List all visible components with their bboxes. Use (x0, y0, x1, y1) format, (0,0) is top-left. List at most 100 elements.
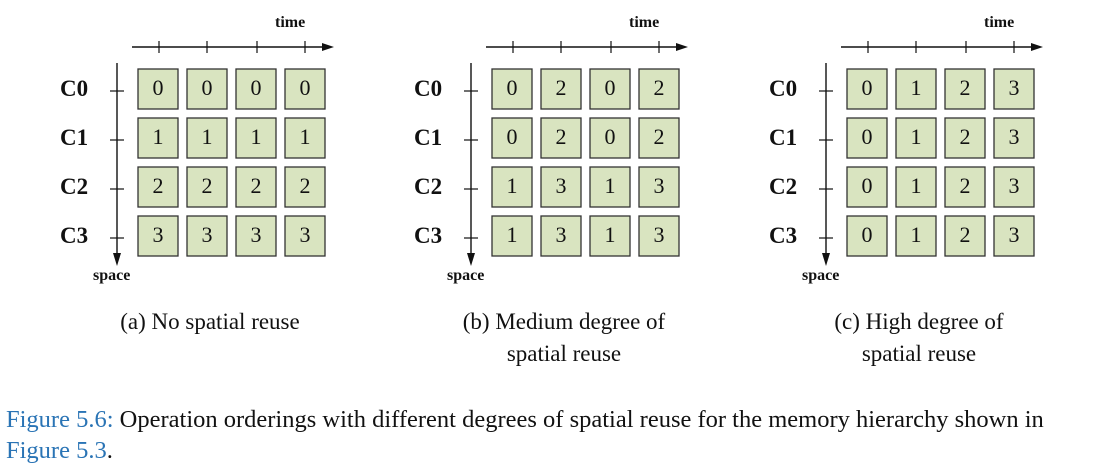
grid-cell (638, 68, 680, 110)
cell-value: 2 (201, 173, 213, 198)
grid-cell (235, 68, 277, 110)
cell-value: 3 (555, 173, 567, 198)
grid-cell (137, 117, 179, 159)
row-label-c3: C3 (414, 223, 443, 248)
time-label: time (629, 14, 660, 31)
cell-value: 1 (299, 124, 311, 149)
space-label: space (447, 267, 485, 284)
figure-reference-link[interactable]: Figure 5.3 (6, 437, 107, 464)
cell-value: 1 (201, 124, 213, 149)
row-label-c1: C1 (60, 125, 89, 150)
cell-value: 2 (959, 222, 971, 247)
grid-cell (638, 117, 680, 159)
figure-caption-text: Operation orderings with different degre… (113, 406, 1044, 433)
grid-cell (540, 215, 582, 257)
grid-cell (491, 166, 533, 208)
grid-cell (846, 215, 888, 257)
time-arrow-icon (1031, 43, 1043, 51)
figure-caption: Figure 5.6: Operation orderings with dif… (6, 404, 1106, 466)
cell-value: 1 (604, 222, 616, 247)
cell-value: 0 (861, 124, 873, 149)
cell-value: 0 (152, 75, 164, 100)
grid-cell (186, 117, 228, 159)
grid-cell (589, 166, 631, 208)
panel-c: 0 1 2 3 0 1 2 3 0 1 2 3 0 1 2 3 C0 C1 C2 C3 time space (c) Hig… (769, 0, 1108, 366)
grid-cell (540, 68, 582, 110)
grid-cell (993, 117, 1035, 159)
cell-value: 0 (250, 75, 262, 100)
panel-diagram (110, 41, 334, 266)
panel-diagram (819, 41, 1043, 266)
cell-value: 1 (604, 173, 616, 198)
grid-cell (186, 166, 228, 208)
cell-value: 3 (1008, 75, 1020, 100)
cell-value: 1 (250, 124, 262, 149)
grid-cell (235, 215, 277, 257)
grid-cell (944, 68, 986, 110)
cell-value: 2 (653, 75, 665, 100)
grid-cell (944, 215, 986, 257)
time-label: time (984, 14, 1015, 31)
time-arrow-icon (676, 43, 688, 51)
cell-value: 2 (959, 124, 971, 149)
row-label-c2: C2 (769, 174, 798, 199)
grid-cell (993, 68, 1035, 110)
cell-value: 3 (1008, 222, 1020, 247)
cell-value: 0 (506, 75, 518, 100)
row-label-c0: C0 (414, 76, 443, 101)
grid-cell (895, 215, 937, 257)
cell-value: 1 (910, 173, 922, 198)
cell-value: 2 (152, 173, 164, 198)
subfigure-caption: (b) Medium degree of spatial reuse (462, 309, 666, 366)
grid-cell (137, 215, 179, 257)
grid-cell (846, 117, 888, 159)
cell-value: 2 (959, 75, 971, 100)
cell-value: 3 (653, 173, 665, 198)
space-arrow-icon (113, 253, 121, 266)
grid-cell (137, 166, 179, 208)
cell-value: 0 (604, 75, 616, 100)
cell-value: 0 (299, 75, 311, 100)
grid-cell (491, 215, 533, 257)
cell-value: 2 (250, 173, 262, 198)
subfigure-caption: (c) High degree of spatial reuse (834, 309, 1004, 366)
grid-cell (589, 68, 631, 110)
space-label: space (802, 267, 840, 284)
figure-label: Figure 5.6: (6, 406, 114, 433)
grid-cell (186, 68, 228, 110)
grid-cell (638, 215, 680, 257)
grid-cell (137, 68, 179, 110)
grid-cell (284, 166, 326, 208)
grid-cell (540, 166, 582, 208)
panel-b: 0 2 0 2 0 2 0 2 1 3 1 3 1 3 1 3 C0 C1 C2 C3 time space (b) Med… (414, 0, 774, 366)
row-label-c2: C2 (60, 174, 89, 199)
cell-value: 3 (201, 222, 213, 247)
cell-value: 1 (506, 173, 518, 198)
cell-value: 2 (299, 173, 311, 198)
panel-a: 0 0 0 0 1 1 1 1 2 2 2 2 3 3 3 3 C0 C1 C2 C3 time space (a) No … (60, 0, 420, 334)
grid-cell (895, 68, 937, 110)
cell-value: 1 (910, 75, 922, 100)
cell-value: 2 (653, 124, 665, 149)
grid-cell (284, 68, 326, 110)
panel-diagram (464, 41, 688, 266)
grid-cell (993, 166, 1035, 208)
cell-value: 0 (604, 124, 616, 149)
cell-value: 3 (152, 222, 164, 247)
grid-cell (895, 117, 937, 159)
cell-value: 3 (299, 222, 311, 247)
grid-cell (284, 215, 326, 257)
row-label-c2: C2 (414, 174, 443, 199)
grid-cell (846, 68, 888, 110)
row-label-c0: C0 (60, 76, 89, 101)
grid-cell (235, 166, 277, 208)
cell-value: 2 (555, 75, 567, 100)
row-label-c1: C1 (414, 125, 443, 150)
cell-value: 0 (861, 173, 873, 198)
row-label-c1: C1 (769, 125, 798, 150)
grid-cell (235, 117, 277, 159)
cell-value: 0 (201, 75, 213, 100)
grid-cell (589, 215, 631, 257)
grid-cell (186, 215, 228, 257)
space-arrow-icon (822, 253, 830, 266)
